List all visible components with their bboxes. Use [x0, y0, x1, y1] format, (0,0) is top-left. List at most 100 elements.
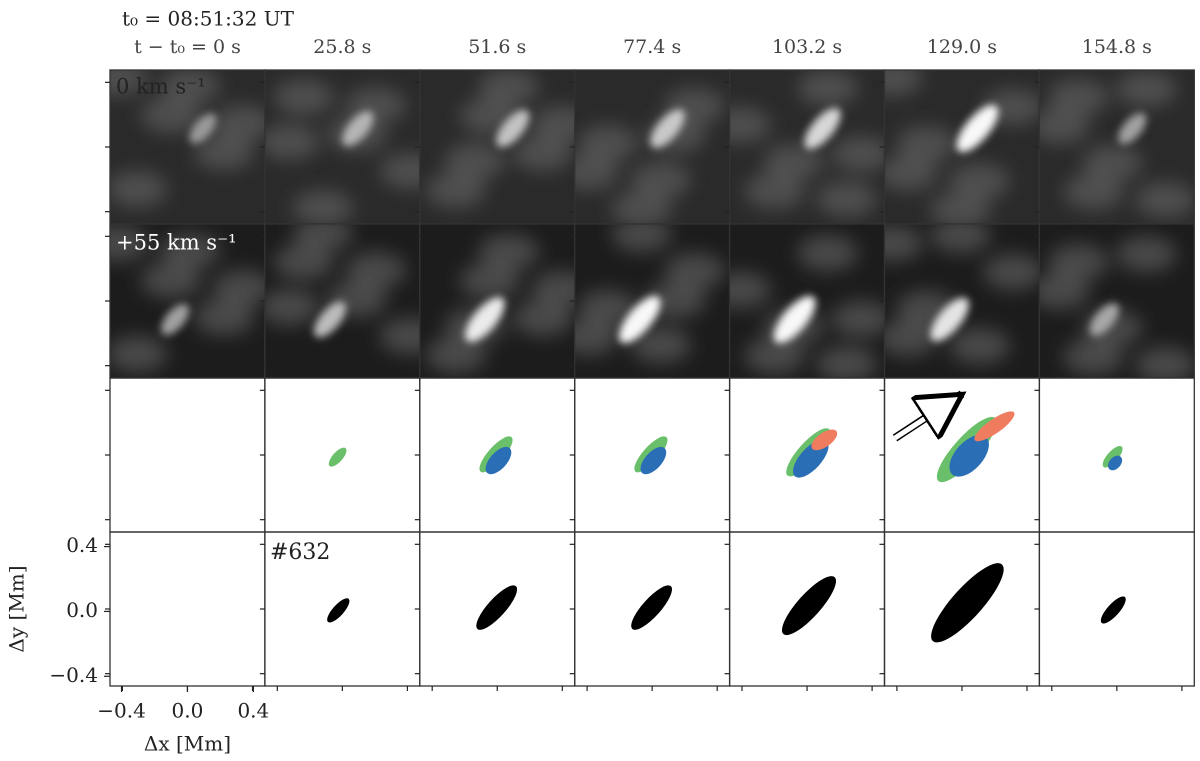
texture-blob: [273, 244, 334, 280]
texture-blob: [574, 319, 619, 355]
bright-feature: [161, 303, 190, 336]
panel: [479, 436, 513, 475]
texture-blob: [478, 234, 539, 270]
panel: [476, 585, 518, 630]
texture-blob: [729, 272, 771, 308]
column-header: 51.6 s: [468, 36, 526, 58]
x-tick-label: −0.4: [97, 699, 146, 723]
texture: [264, 224, 420, 354]
texture-blob: [264, 124, 319, 160]
texture-blob: [896, 126, 957, 162]
bright-feature: [650, 109, 685, 148]
texture-blob: [884, 225, 923, 261]
mask-green: [328, 447, 347, 467]
bright-feature: [1089, 303, 1119, 336]
texture-blob: [141, 97, 201, 133]
x-axis-label: Δx [Mm]: [144, 732, 231, 756]
texture-blob: [930, 192, 991, 224]
panel: [1102, 445, 1123, 471]
mask-red: [811, 429, 838, 451]
y-tick-label: −0.4: [49, 663, 98, 687]
y-tick-label: 0.0: [66, 598, 98, 622]
texture-blob: [160, 233, 220, 269]
y-axis-label: Δy [Mm]: [5, 565, 29, 652]
texture-blob: [213, 105, 265, 141]
texture: [1039, 71, 1195, 218]
texture-blob: [1039, 108, 1090, 144]
panel: [781, 576, 837, 636]
texture-blob: [1135, 347, 1195, 378]
texture-blob: [478, 70, 539, 105]
texture-blob: [630, 162, 691, 198]
texture-blob: [1039, 273, 1090, 309]
x-tick-label: 0.0: [172, 699, 204, 723]
texture-blob: [645, 282, 706, 318]
mask-black: [931, 563, 1004, 643]
mask-blue: [485, 446, 512, 475]
texture-blob: [110, 171, 167, 207]
texture-blob: [264, 289, 319, 325]
texture-blob: [459, 263, 520, 299]
bright-feature: [956, 104, 999, 153]
bright-feature: [773, 295, 816, 344]
panel: [574, 224, 730, 378]
column-header: 129.0 s: [927, 36, 997, 58]
texture-blob: [630, 327, 691, 363]
texture-blob: [379, 153, 420, 189]
texture: [110, 70, 265, 207]
texture-blob: [1082, 145, 1143, 181]
panel: [328, 447, 347, 467]
texture-blob: [512, 300, 573, 336]
bright-feature: [342, 111, 374, 146]
texture-blob: [160, 70, 220, 104]
texture: [729, 70, 885, 217]
texture-blob: [1135, 182, 1195, 218]
texture: [425, 70, 575, 208]
panel: [931, 563, 1004, 643]
panel: [264, 224, 420, 378]
bright-feature: [496, 109, 530, 148]
texture-blob: [1048, 79, 1109, 115]
texture-blob: [345, 252, 406, 288]
panel: [729, 224, 885, 378]
panel: [264, 70, 420, 224]
texture-blob: [611, 191, 672, 224]
arrow-fill: [893, 397, 958, 441]
panel: [419, 70, 575, 224]
bright-feature: [189, 113, 217, 144]
mask-red: [974, 411, 1015, 442]
texture-blob: [110, 225, 148, 261]
title: t₀ = 08:51:32 UT: [122, 7, 295, 31]
texture-blob: [292, 190, 353, 224]
mask-black: [327, 598, 350, 623]
texture-blob: [816, 181, 877, 217]
panels: [105, 69, 1195, 691]
mask-black: [1100, 596, 1126, 624]
panel: [110, 70, 265, 224]
panel: [631, 585, 672, 630]
texture-blob: [1116, 236, 1177, 272]
texture-blob: [1048, 244, 1109, 280]
column-header: 154.8 s: [1082, 36, 1152, 58]
texture-blob: [194, 134, 254, 170]
texture-blob: [611, 224, 672, 252]
column-header: t − t₀ = 0 s: [134, 36, 241, 58]
texture: [884, 70, 1040, 224]
mask-green: [1102, 445, 1123, 468]
texture: [425, 234, 575, 373]
texture-blob: [763, 144, 824, 180]
row-label: 0 km s⁻¹: [116, 75, 206, 99]
row-label: +55 km s⁻¹: [116, 231, 237, 255]
panel: [1039, 70, 1195, 224]
panel: [1039, 224, 1195, 378]
texture-blob: [797, 70, 858, 106]
texture-blob: [816, 346, 877, 378]
texture-blob: [425, 172, 486, 208]
texture-blob: [273, 79, 334, 115]
texture-blob: [729, 107, 771, 143]
x-tick-label: 0.4: [237, 699, 269, 723]
texture-blob: [884, 155, 938, 191]
texture-blob: [577, 290, 638, 326]
texture-blob: [213, 270, 265, 306]
